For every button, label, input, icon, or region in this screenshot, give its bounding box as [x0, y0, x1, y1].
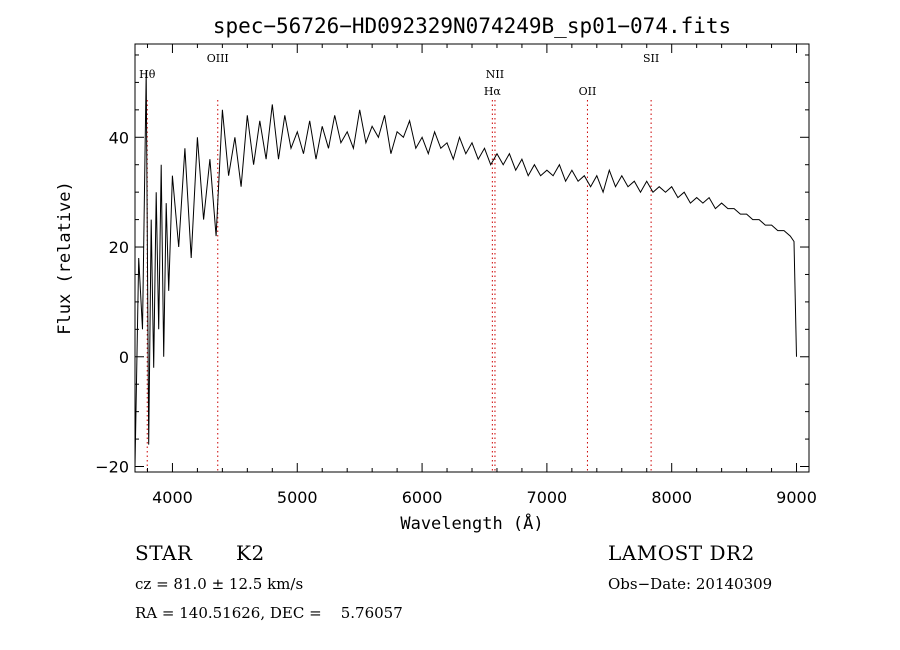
spectrum-line — [134, 71, 797, 467]
x-tick-label: 9000 — [776, 488, 817, 507]
obs-date-text: Obs−Date: 20140309 — [608, 575, 773, 593]
x-tick-label: 8000 — [651, 488, 692, 507]
tick-labels: 4000 5000 6000 7000 8000 9000 −20 0 20 40 — [95, 128, 817, 507]
ref-line-label: Hα — [484, 85, 502, 98]
y-axis-label: Flux (relative) — [55, 181, 75, 335]
x-tick-label: 6000 — [402, 488, 443, 507]
y-tick-label: 0 — [119, 348, 129, 367]
ref-line-label: Hθ — [139, 68, 156, 81]
y-tick-label: 20 — [109, 238, 129, 257]
object-class: STAR — [135, 541, 193, 565]
ref-line-label: OIII — [207, 52, 229, 65]
ref-line-label: SII — [643, 52, 659, 65]
x-tick-label: 4000 — [152, 488, 193, 507]
x-axis-label: Wavelength (Å) — [400, 512, 543, 534]
x-tick-label: 5000 — [277, 488, 318, 507]
ref-line-label: OII — [579, 85, 597, 98]
redshift-text: cz = 81.0 ± 12.5 km/s — [135, 575, 304, 593]
y-tick-label: 40 — [109, 128, 129, 147]
chart-title: spec−56726−HD092329N074249B_sp01−074.fit… — [213, 14, 731, 38]
coordinates-text: RA = 140.51626, DEC = 5.76057 — [135, 604, 403, 622]
axis-ticks — [135, 44, 809, 472]
plot-frame — [134, 43, 810, 473]
y-tick-label: −20 — [95, 458, 129, 477]
x-tick-label: 7000 — [527, 488, 568, 507]
ref-line-label: NII — [486, 68, 504, 81]
survey-name: LAMOST DR2 — [608, 541, 755, 565]
object-subclass: K2 — [236, 541, 265, 565]
reference-lines: Hθ OIII NII Hα OII SII — [139, 52, 659, 472]
